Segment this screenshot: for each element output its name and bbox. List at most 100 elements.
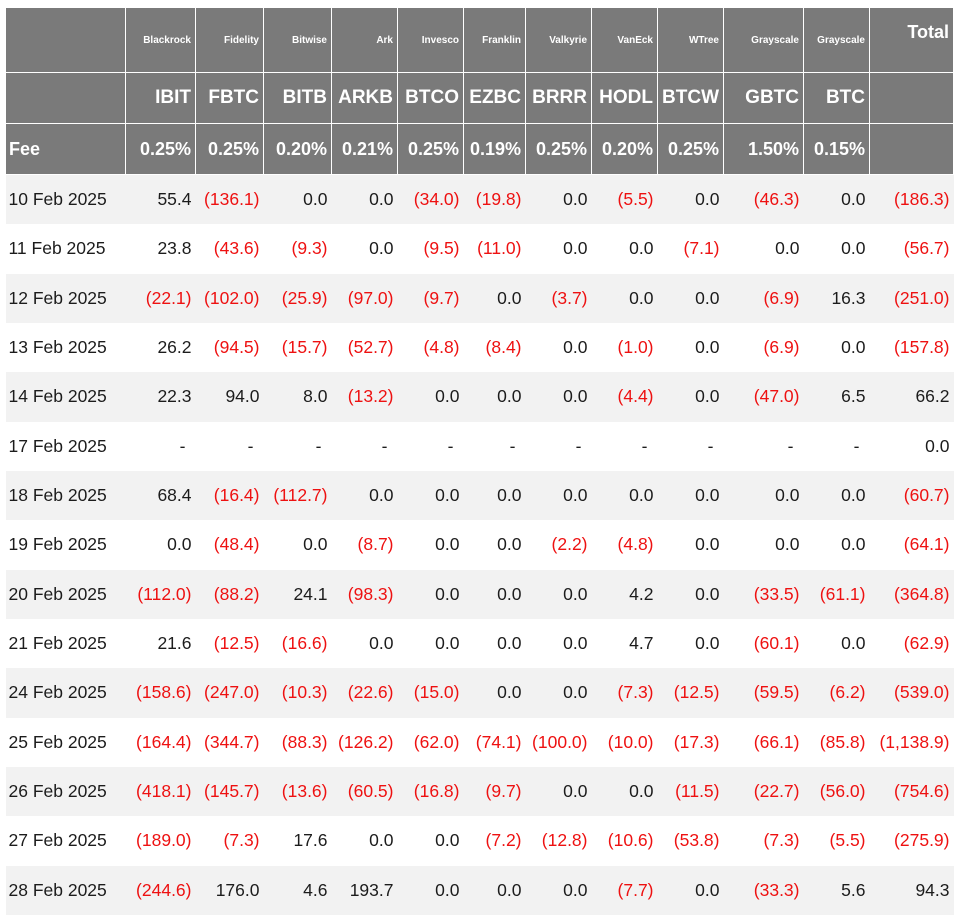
flow-value-cell: 22.3 xyxy=(125,372,196,422)
flow-value-cell: (6.2) xyxy=(803,668,870,718)
flow-value-cell: 0.0 xyxy=(657,520,724,570)
table-row: 18 Feb 2025 68.4 (16.4) (112.7) 0.0 0.0 0.0 0.0… xyxy=(5,470,954,521)
flow-value-cell: 0.0 xyxy=(331,174,398,225)
flow-value-cell: 0.0 xyxy=(463,569,526,619)
flow-value-cell: 16.3 xyxy=(803,273,870,323)
flow-value-cell: (15.7) xyxy=(263,322,332,373)
flow-value-cell: (145.7) xyxy=(195,766,264,817)
table-row: 11 Feb 2025 23.8 (43.6) (9.3) 0.0 (9.5) (11.0)… xyxy=(5,224,954,274)
flow-value-cell: (9.7) xyxy=(397,273,464,323)
issuer-header: Franklin xyxy=(463,7,526,73)
total-value-cell: 0.0 xyxy=(869,421,954,471)
issuer-header-row: Blackrock Fidelity Bitwise Ark Invesco F… xyxy=(5,7,954,73)
table-body: 10 Feb 2025 55.4 (136.1) 0.0 0.0 (34.0) (19.8)… xyxy=(5,174,954,915)
empty-header-cell xyxy=(869,72,954,124)
flow-value-cell: 0.0 xyxy=(591,470,658,521)
flow-value-cell: 0.0 xyxy=(397,520,464,570)
date-cell: 27 Feb 2025 xyxy=(5,816,126,866)
flow-value-cell: 0.0 xyxy=(263,174,332,225)
ticker-header: FBTC xyxy=(195,72,264,124)
flow-value-cell: 94.0 xyxy=(195,372,264,422)
flow-value-cell: 0.0 xyxy=(525,865,592,915)
flow-value-cell: (62.0) xyxy=(397,717,464,767)
flow-value-cell: (6.9) xyxy=(723,322,804,373)
fee-header: 0.19% xyxy=(463,123,526,175)
flow-value-cell: (418.1) xyxy=(125,766,196,817)
flow-value-cell: - xyxy=(591,421,658,471)
flow-value-cell: 5.6 xyxy=(803,865,870,915)
flow-value-cell: 6.5 xyxy=(803,372,870,422)
ticker-header: HODL xyxy=(591,72,658,124)
fee-header: 0.25% xyxy=(125,123,196,175)
flow-value-cell: (61.1) xyxy=(803,569,870,619)
flow-value-cell: (8.7) xyxy=(331,520,398,570)
flow-value-cell: (88.3) xyxy=(263,717,332,767)
total-value-cell: (157.8) xyxy=(869,322,954,373)
date-cell: 24 Feb 2025 xyxy=(5,668,126,718)
flow-value-cell: 0.0 xyxy=(803,618,870,669)
flow-value-cell: (4.8) xyxy=(591,520,658,570)
flow-value-cell: (102.0) xyxy=(195,273,264,323)
flow-value-cell: (164.4) xyxy=(125,717,196,767)
ticker-header: IBIT xyxy=(125,72,196,124)
flow-value-cell: 0.0 xyxy=(591,273,658,323)
flow-value-cell: - xyxy=(195,421,264,471)
flow-value-cell: (344.7) xyxy=(195,717,264,767)
flow-value-cell: (7.3) xyxy=(195,816,264,866)
flow-value-cell: 0.0 xyxy=(525,668,592,718)
table-header: Blackrock Fidelity Bitwise Ark Invesco F… xyxy=(5,7,954,175)
total-value-cell: (539.0) xyxy=(869,668,954,718)
issuer-header: Bitwise xyxy=(263,7,332,73)
flow-value-cell: (60.1) xyxy=(723,618,804,669)
issuer-header: Valkyrie xyxy=(525,7,592,73)
flow-value-cell: (9.7) xyxy=(463,766,526,817)
flow-value-cell: 4.2 xyxy=(591,569,658,619)
flow-value-cell: (8.4) xyxy=(463,322,526,373)
table-row: 17 Feb 2025- - - - - - - - - - -0.0 xyxy=(5,421,954,471)
flow-value-cell: 0.0 xyxy=(803,224,870,274)
flow-value-cell: 0.0 xyxy=(657,273,724,323)
date-cell: 10 Feb 2025 xyxy=(5,174,126,225)
flow-value-cell: (12.8) xyxy=(525,816,592,866)
issuer-header: VanEck xyxy=(591,7,658,73)
flow-value-cell: (74.1) xyxy=(463,717,526,767)
flow-value-cell: - xyxy=(657,421,724,471)
flow-value-cell: (16.4) xyxy=(195,470,264,521)
flow-value-cell: (56.0) xyxy=(803,766,870,817)
date-cell: 12 Feb 2025 xyxy=(5,273,126,323)
flow-value-cell: 0.0 xyxy=(331,224,398,274)
flow-value-cell: (22.6) xyxy=(331,668,398,718)
issuer-header: Fidelity xyxy=(195,7,264,73)
flow-value-cell: (94.5) xyxy=(195,322,264,373)
flow-value-cell: 0.0 xyxy=(397,618,464,669)
total-value-cell: (364.8) xyxy=(869,569,954,619)
table-row: 26 Feb 2025 (418.1) (145.7) (13.6) (60.5) (16… xyxy=(5,766,954,817)
flow-value-cell: (53.8) xyxy=(657,816,724,866)
issuer-header: WTree xyxy=(657,7,724,73)
flow-value-cell: 0.0 xyxy=(525,224,592,274)
flow-value-cell: 0.0 xyxy=(463,273,526,323)
fee-header: 0.25% xyxy=(195,123,264,175)
flow-value-cell: (88.2) xyxy=(195,569,264,619)
flow-value-cell: - xyxy=(525,421,592,471)
empty-header-cell xyxy=(5,72,126,124)
flow-value-cell: 0.0 xyxy=(525,569,592,619)
flow-value-cell: 0.0 xyxy=(657,865,724,915)
table-row: 24 Feb 2025 (158.6) (247.0) (10.3) (22.6) (15… xyxy=(5,668,954,718)
flow-value-cell: 176.0 xyxy=(195,865,264,915)
flow-value-cell: 0.0 xyxy=(331,618,398,669)
flow-value-cell: (16.6) xyxy=(263,618,332,669)
flow-value-cell: 0.0 xyxy=(463,865,526,915)
flow-value-cell: (22.7) xyxy=(723,766,804,817)
flow-value-cell: (247.0) xyxy=(195,668,264,718)
fee-header: 0.21% xyxy=(331,123,398,175)
ticker-header: EZBC xyxy=(463,72,526,124)
flow-value-cell: 0.0 xyxy=(723,520,804,570)
flow-value-cell: 0.0 xyxy=(397,816,464,866)
total-value-cell: (62.9) xyxy=(869,618,954,669)
table-row: 27 Feb 2025 (189.0) (7.3) 17.6 0.0 0.0 (7.2) (1… xyxy=(5,816,954,866)
date-cell: 17 Feb 2025 xyxy=(5,421,126,471)
flow-value-cell: 26.2 xyxy=(125,322,196,373)
flow-value-cell: (10.3) xyxy=(263,668,332,718)
flow-value-cell: 0.0 xyxy=(331,816,398,866)
